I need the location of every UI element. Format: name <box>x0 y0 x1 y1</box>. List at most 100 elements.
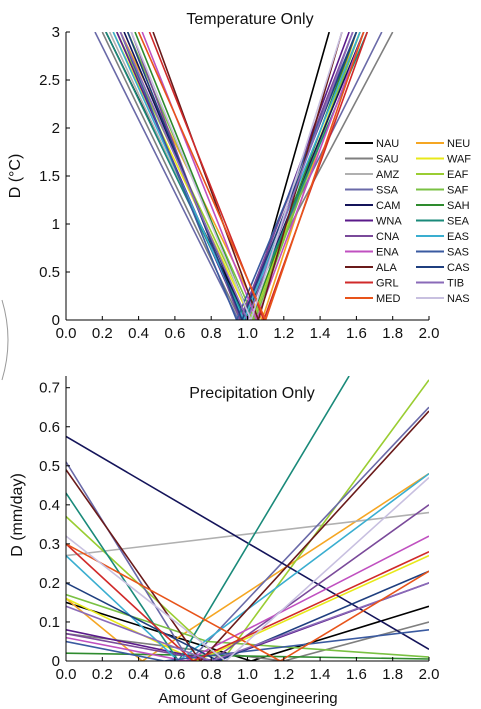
x-tick-label: 0.0 <box>56 325 77 342</box>
y-tick-label: 0.2 <box>39 575 60 592</box>
x-tick-label: 2.0 <box>419 666 440 683</box>
series-line-saf <box>66 593 429 658</box>
legend-label: ALA <box>376 262 397 274</box>
series-line-saf <box>126 32 361 320</box>
series-line-cam <box>123 32 365 320</box>
legend-label: GRL <box>376 278 399 290</box>
y-tick-label: 0.5 <box>39 458 60 475</box>
series-line-cam <box>66 435 429 650</box>
x-tick-label: 0.4 <box>128 325 149 342</box>
legend-label: WAF <box>447 154 471 166</box>
legend-label: SAH <box>447 200 470 212</box>
legend-label: EAS <box>447 231 469 243</box>
y-tick-label: 2 <box>52 120 60 137</box>
legend-label: CAM <box>376 200 400 212</box>
series-line-nau <box>66 601 429 661</box>
y-tick-label: 0.4 <box>39 497 60 514</box>
y-tick-label: 1.5 <box>39 168 60 185</box>
legend-label: AMZ <box>376 169 400 181</box>
chart-title: Precipitation Only <box>189 385 314 402</box>
series-line-nas <box>130 32 343 320</box>
series-line-neu <box>119 32 358 320</box>
y-tick-label: 2.5 <box>39 72 60 89</box>
x-tick-label: 0.4 <box>128 666 149 683</box>
plot-lines <box>94 32 394 320</box>
legend-label: NAS <box>447 293 470 305</box>
series-line-med <box>137 32 365 320</box>
decorative-arc <box>1 299 9 381</box>
chart-title: Temperature Only <box>186 11 313 28</box>
y-axis: 0 0.5 1 1.5 2 2.5 3 <box>39 24 70 329</box>
legend-label: SAF <box>447 185 469 197</box>
y-tick-label: 0.5 <box>39 264 60 281</box>
x-tick-label: 0.6 <box>164 325 185 342</box>
legend-label: ENA <box>376 247 399 259</box>
x-axis: 0.0 0.2 0.4 0.6 0.8 1.0 1.2 1.4 1.6 1.8 2.0 <box>56 657 440 683</box>
series-line-cas <box>66 570 429 661</box>
x-axis-label: Amount of Geoengineering <box>158 690 337 707</box>
y-tick-label: 1 <box>52 216 60 233</box>
series-line-tib <box>66 582 429 661</box>
legend-label: SEA <box>447 216 470 228</box>
series-line-eaf <box>116 32 361 320</box>
series-line-sas <box>119 32 358 320</box>
series-line-cna <box>66 504 429 661</box>
series-line-sea <box>105 32 369 320</box>
x-tick-label: 0.2 <box>92 666 113 683</box>
y-tick-label: 0.6 <box>39 419 60 436</box>
x-tick-label: 0.6 <box>164 666 185 683</box>
series-line-cna <box>130 32 354 320</box>
legend-label: TIB <box>447 278 464 290</box>
x-tick-label: 0.8 <box>201 325 222 342</box>
series-line-grl <box>66 543 429 661</box>
y-axis-label: D (mm/day) <box>9 473 26 557</box>
x-tick-label: 1.0 <box>237 666 258 683</box>
series-line-tib <box>119 32 354 320</box>
y-tick-label: 0 <box>52 653 60 670</box>
legend-label: SAU <box>376 154 399 166</box>
legend-label: EAF <box>447 169 469 181</box>
series-line-sea <box>66 376 350 661</box>
series-line-ena <box>66 535 429 661</box>
x-tick-label: 1.2 <box>273 666 294 683</box>
x-tick-label: 1.4 <box>310 325 331 342</box>
series-line-grl <box>148 32 369 320</box>
series-line-nas <box>66 476 429 661</box>
x-tick-label: 1.6 <box>346 666 367 683</box>
x-tick-label: 1.8 <box>382 325 403 342</box>
series-line-ssa <box>94 32 383 320</box>
series-line-eaf <box>66 379 429 661</box>
y-tick-label: 0.1 <box>39 614 60 631</box>
y-tick-label: 0 <box>52 312 60 329</box>
chart-temperature: Temperature Only 0.0 0.2 0.4 0.6 0.8 1.0 1.2 1.… <box>7 11 471 342</box>
series-line-med <box>66 543 429 661</box>
x-tick-label: 1.0 <box>237 325 258 342</box>
legend-label: NAU <box>376 138 399 150</box>
y-tick-label: 3 <box>52 24 60 41</box>
x-tick-label: 0.8 <box>201 666 222 683</box>
y-axis-label: D (°C) <box>7 154 24 199</box>
x-tick-label: 0.0 <box>56 666 77 683</box>
x-tick-label: 0.2 <box>92 325 113 342</box>
y-tick-label: 0.3 <box>39 536 60 553</box>
x-tick-label: 1.8 <box>382 666 403 683</box>
x-tick-label: 2.0 <box>419 325 440 342</box>
x-tick-label: 1.2 <box>273 325 294 342</box>
plot-lines <box>66 376 429 661</box>
series-line-sas <box>66 629 429 661</box>
series-line-neu <box>66 472 429 661</box>
series-line-eas <box>112 32 361 320</box>
x-axis: 0.0 0.2 0.4 0.6 0.8 1.0 1.2 1.4 1.6 1.8 2.0 <box>56 316 440 342</box>
legend-label: NEU <box>447 138 470 150</box>
legend-label: CNA <box>376 231 400 243</box>
legend: NAU NEU SAU WAF AMZ EAF SSA SAF CAM SAH WNA SEA CNA E… <box>345 138 471 305</box>
series-line-eas <box>66 472 429 661</box>
legend-label: CAS <box>447 262 470 274</box>
legend-label: WNA <box>376 216 402 228</box>
legend-label: MED <box>376 293 401 305</box>
y-tick-label: 0.7 <box>39 380 60 397</box>
chart-precipitation: Precipitation Only 0.0 0.2 0.4 0.6 0.8 1.0 1.2… <box>9 376 439 707</box>
x-tick-label: 1.4 <box>310 666 331 683</box>
legend-label: SSA <box>376 185 399 197</box>
